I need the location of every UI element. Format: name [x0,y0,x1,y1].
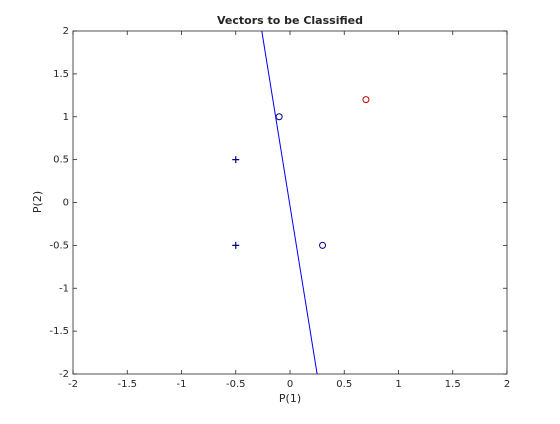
circle-marker [362,96,370,104]
y-tick-label: -0.5 [49,240,69,251]
y-tick-label: 1.5 [53,69,69,80]
x-tick-label: 2 [504,379,510,390]
x-tick-label: -2 [68,379,78,390]
plus-marker [232,241,240,249]
x-tick-label: 0.5 [336,379,352,390]
y-tick-label: 0 [63,198,69,209]
x-tick-label: 0 [287,379,293,390]
x-tick-label: 1 [395,379,401,390]
x-tick-label: -0.5 [226,379,246,390]
y-tick-label: 2 [63,26,69,37]
y-tick-label: 1 [63,112,69,123]
circle-marker [319,241,327,249]
boundary-line [261,30,318,375]
x-tick-label: 1.5 [445,379,461,390]
x-tick-label: -1 [177,379,187,390]
y-tick-label: 0.5 [53,155,69,166]
y-axis-label: P(2) [31,191,44,213]
circle-marker [275,113,283,121]
x-tick-label: -1.5 [117,379,137,390]
x-axis-label: P(1) [279,392,301,405]
y-tick-label: -1 [59,283,69,294]
chart-title: Vectors to be Classified [217,14,363,27]
plot-area [72,30,508,375]
y-tick-label: -2 [59,369,69,380]
plus-marker [232,156,240,164]
y-tick-label: -1.5 [49,326,69,337]
